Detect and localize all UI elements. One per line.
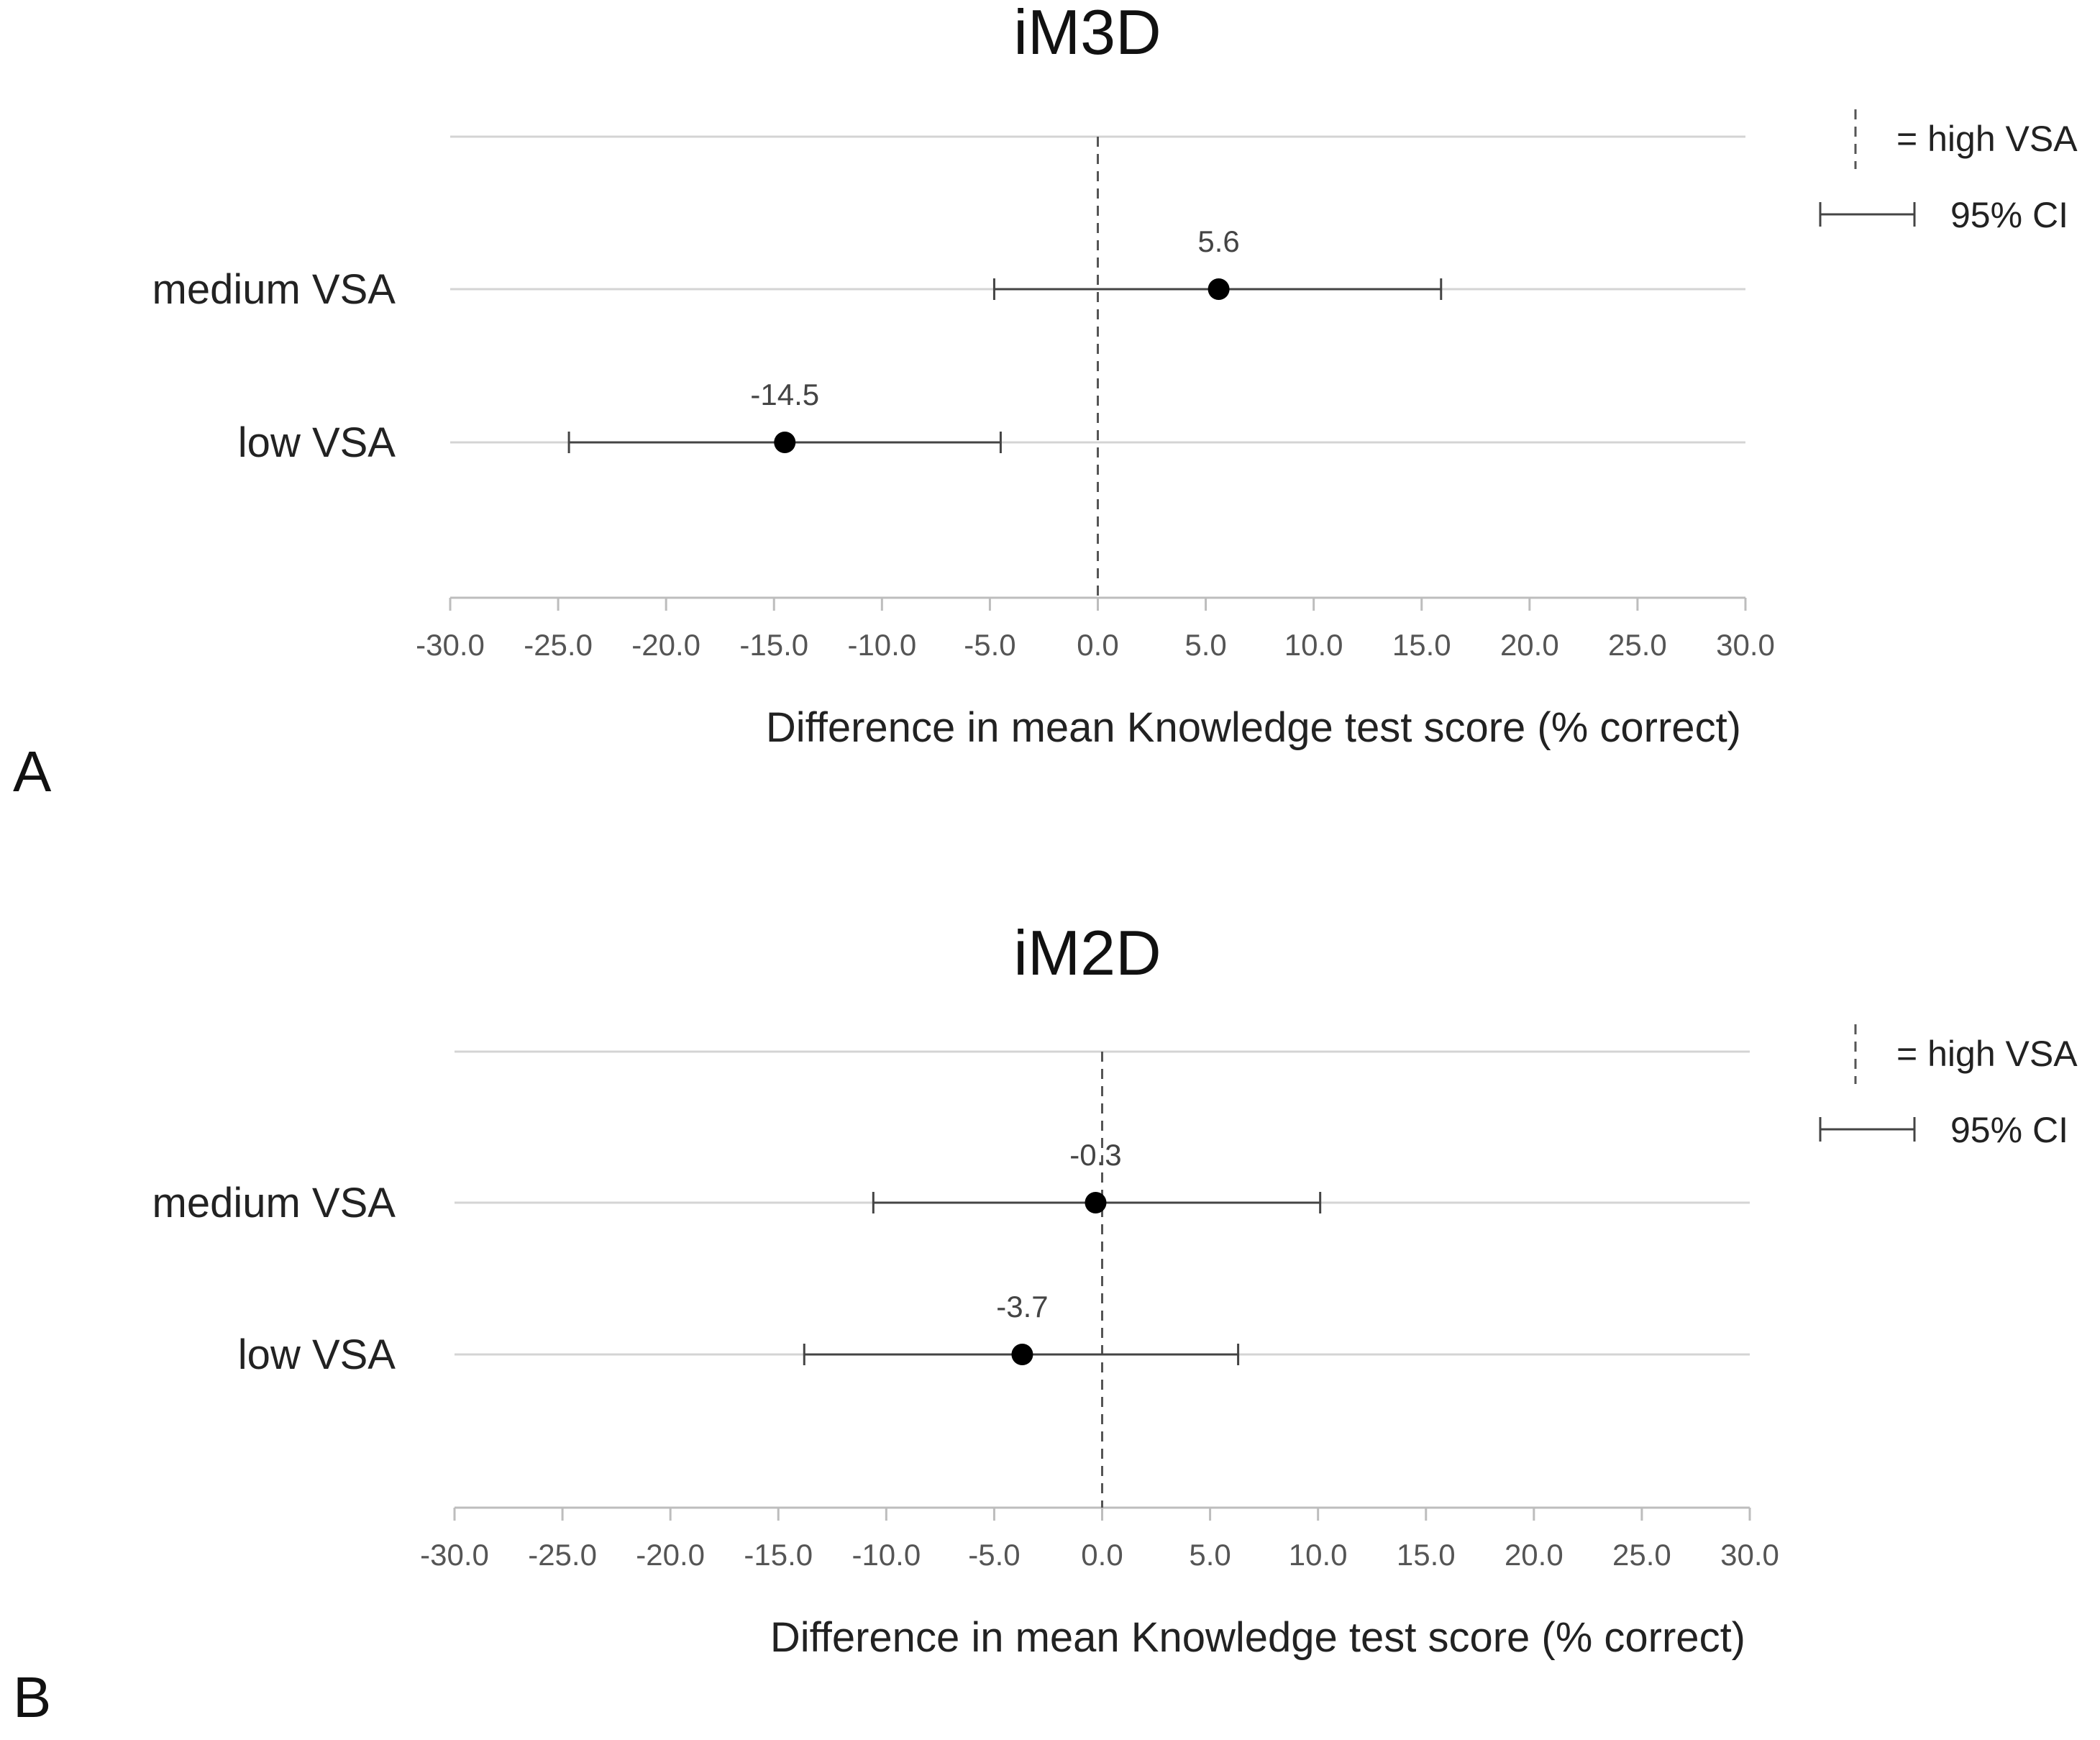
panel-b-point-value-label: -0.3 [1069,1138,1121,1172]
panel-a-x-tick-label: 15.0 [1392,628,1451,662]
panel-a-legend-reference-label: = high VSA [1896,119,2078,159]
panel-b-x-axis-label: Difference in mean Knowledge test score … [770,1614,1745,1661]
panel-a-category-label: low VSA [238,419,396,466]
panel-b-panel-letter: B [13,1665,51,1729]
panel-a-legend-ci-label: 95% CI [1950,195,2068,235]
panel-b-x-tick-label: -15.0 [744,1538,813,1572]
panel-b-x-tick-label: 5.0 [1189,1538,1231,1572]
panel-b-x-tick-label: -30.0 [420,1538,489,1572]
panel-a-x-tick-label: 5.0 [1184,628,1226,662]
panel-a-point-value-label: -14.5 [750,378,819,411]
panel-b-x-tick-label: 10.0 [1289,1538,1348,1572]
panel-b-point-estimate [1085,1192,1107,1213]
panel-a-category-label: medium VSA [152,266,396,313]
panel-a-x-tick-label: 10.0 [1284,628,1343,662]
panel-a-x-tick-label: -25.0 [524,628,593,662]
panel-b-chart-title: iM2D [1013,917,1161,988]
panel-b-x-tick-label: 25.0 [1612,1538,1671,1572]
panel-a-x-tick-label: -20.0 [631,628,700,662]
panel-b-x-tick-label: -20.0 [636,1538,705,1572]
panel-b-legend-reference-label: = high VSA [1896,1034,2078,1074]
panel-a-x-tick-label: 25.0 [1608,628,1667,662]
panel-b-x-tick-label: -25.0 [528,1538,597,1572]
panel-b-x-tick-label: 20.0 [1505,1538,1563,1572]
panel-a-x-tick-label: 30.0 [1716,628,1775,662]
panel-a-x-tick-label: -30.0 [416,628,485,662]
panel-b-category-label: low VSA [238,1331,396,1378]
panel-b-x-tick-label: -10.0 [852,1538,921,1572]
panel-a-point-estimate [774,432,796,453]
panel-a-x-tick-label: -5.0 [964,628,1015,662]
panel-a-x-tick-label: 20.0 [1500,628,1559,662]
panel-b-x-tick-label: 30.0 [1720,1538,1779,1572]
panel-b-x-tick-label: -5.0 [968,1538,1020,1572]
panel-a-point-estimate [1208,278,1230,300]
panel-b-x-tick-label: 0.0 [1081,1538,1123,1572]
panel-b-category-label: medium VSA [152,1180,396,1226]
panel-a-x-axis-label: Difference in mean Knowledge test score … [766,704,1741,751]
panel-a-chart-title: iM3D [1013,0,1161,68]
panel-a-point-value-label: 5.6 [1197,224,1239,258]
panel-a-x-tick-label: -10.0 [847,628,916,662]
panel-b-x-tick-label: 15.0 [1397,1538,1456,1572]
panel-a-x-tick-label: 0.0 [1077,628,1118,662]
panel-b-point-estimate [1011,1344,1033,1365]
panel-a-x-tick-label: -15.0 [739,628,808,662]
panel-b-legend-ci-label: 95% CI [1950,1110,2068,1150]
panel-a-panel-letter: A [13,739,52,803]
panel-b-point-value-label: -3.7 [996,1290,1048,1324]
